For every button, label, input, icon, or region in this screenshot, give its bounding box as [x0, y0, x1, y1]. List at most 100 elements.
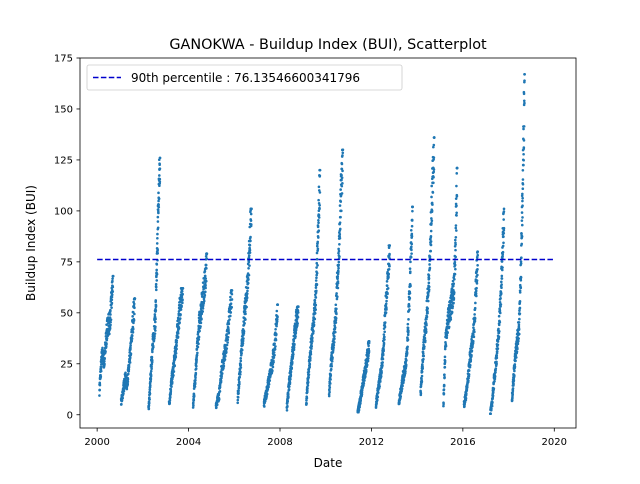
data-point: [313, 317, 317, 321]
data-point: [247, 278, 250, 281]
data-point: [314, 308, 318, 311]
data-point: [430, 217, 433, 220]
data-point: [430, 221, 433, 225]
data-point: [202, 297, 206, 301]
data-point: [443, 347, 447, 351]
data-point: [472, 328, 476, 332]
data-point: [513, 369, 516, 373]
data-point: [328, 382, 332, 385]
data-point: [296, 311, 300, 314]
data-point: [172, 370, 176, 373]
data-point: [168, 401, 172, 405]
data-point: [111, 277, 114, 280]
data-point: [103, 357, 106, 360]
data-point: [517, 332, 521, 336]
data-point: [406, 347, 409, 351]
data-point: [229, 314, 232, 318]
data-point: [444, 344, 448, 348]
data-point: [341, 182, 344, 185]
data-point: [449, 318, 453, 321]
data-point: [523, 101, 526, 105]
data-point: [443, 365, 447, 369]
data-point: [386, 292, 389, 296]
data-point: [407, 329, 410, 333]
data-point: [156, 252, 159, 255]
data-point: [500, 280, 503, 284]
data-point: [386, 286, 390, 290]
data-point: [156, 232, 159, 236]
data-point: [431, 203, 434, 206]
data-point: [248, 264, 251, 267]
data-point: [204, 277, 208, 280]
data-point: [522, 99, 526, 103]
data-point: [173, 364, 177, 368]
legend-label: 90th percentile : 76.13546600341796: [131, 71, 360, 85]
data-point: [239, 357, 243, 360]
data-point: [364, 370, 368, 373]
data-point: [229, 311, 233, 314]
data-point: [491, 400, 494, 404]
data-point: [335, 312, 338, 316]
data-point: [306, 389, 309, 393]
data-point: [150, 355, 154, 359]
data-point: [332, 341, 336, 344]
data-point: [176, 335, 180, 338]
data-point: [225, 343, 229, 347]
data-point: [153, 332, 157, 335]
data-point: [247, 273, 251, 277]
data-point: [473, 317, 477, 321]
data-point: [407, 302, 411, 306]
data-point: [471, 339, 475, 343]
data-point: [309, 352, 313, 356]
season-peak-point: [111, 274, 115, 278]
data-point: [432, 158, 435, 161]
data-point: [359, 401, 362, 405]
data-point: [335, 307, 338, 311]
data-point: [408, 296, 412, 300]
data-point: [158, 163, 161, 167]
data-point: [432, 175, 435, 179]
data-point: [334, 316, 338, 320]
data-point: [309, 356, 312, 360]
season-peak-point: [250, 207, 253, 211]
data-point: [197, 335, 201, 339]
data-point: [443, 359, 447, 363]
data-point: [314, 296, 318, 299]
data-point: [237, 391, 240, 395]
data-point: [401, 384, 404, 388]
data-point: [317, 198, 320, 202]
data-point: [288, 385, 291, 388]
data-point: [511, 389, 515, 393]
data-point: [204, 290, 207, 294]
data-point: [180, 290, 184, 293]
data-point: [338, 255, 341, 258]
data-point: [110, 301, 114, 305]
data-point: [330, 360, 334, 363]
data-point: [385, 284, 389, 288]
data-point: [195, 364, 198, 368]
data-point: [154, 285, 158, 289]
y-tick-label: 50: [60, 308, 73, 319]
data-point: [522, 163, 525, 167]
data-point: [330, 362, 333, 366]
data-point: [317, 219, 320, 222]
data-point: [317, 221, 320, 225]
data-point: [522, 139, 526, 142]
data-point: [154, 317, 157, 321]
data-point: [148, 384, 152, 387]
data-point: [429, 249, 433, 253]
data-point: [199, 321, 203, 325]
data-point: [111, 290, 115, 293]
data-point: [511, 395, 514, 399]
data-point: [422, 347, 426, 350]
data-point: [128, 361, 132, 364]
data-point: [453, 238, 457, 242]
data-point: [475, 282, 479, 285]
data-point: [402, 378, 406, 382]
data-point: [273, 342, 276, 346]
data-point: [407, 304, 411, 308]
data-point: [410, 224, 414, 228]
data-point: [426, 311, 429, 315]
data-point: [513, 373, 516, 377]
y-tick-label: 150: [54, 105, 73, 116]
